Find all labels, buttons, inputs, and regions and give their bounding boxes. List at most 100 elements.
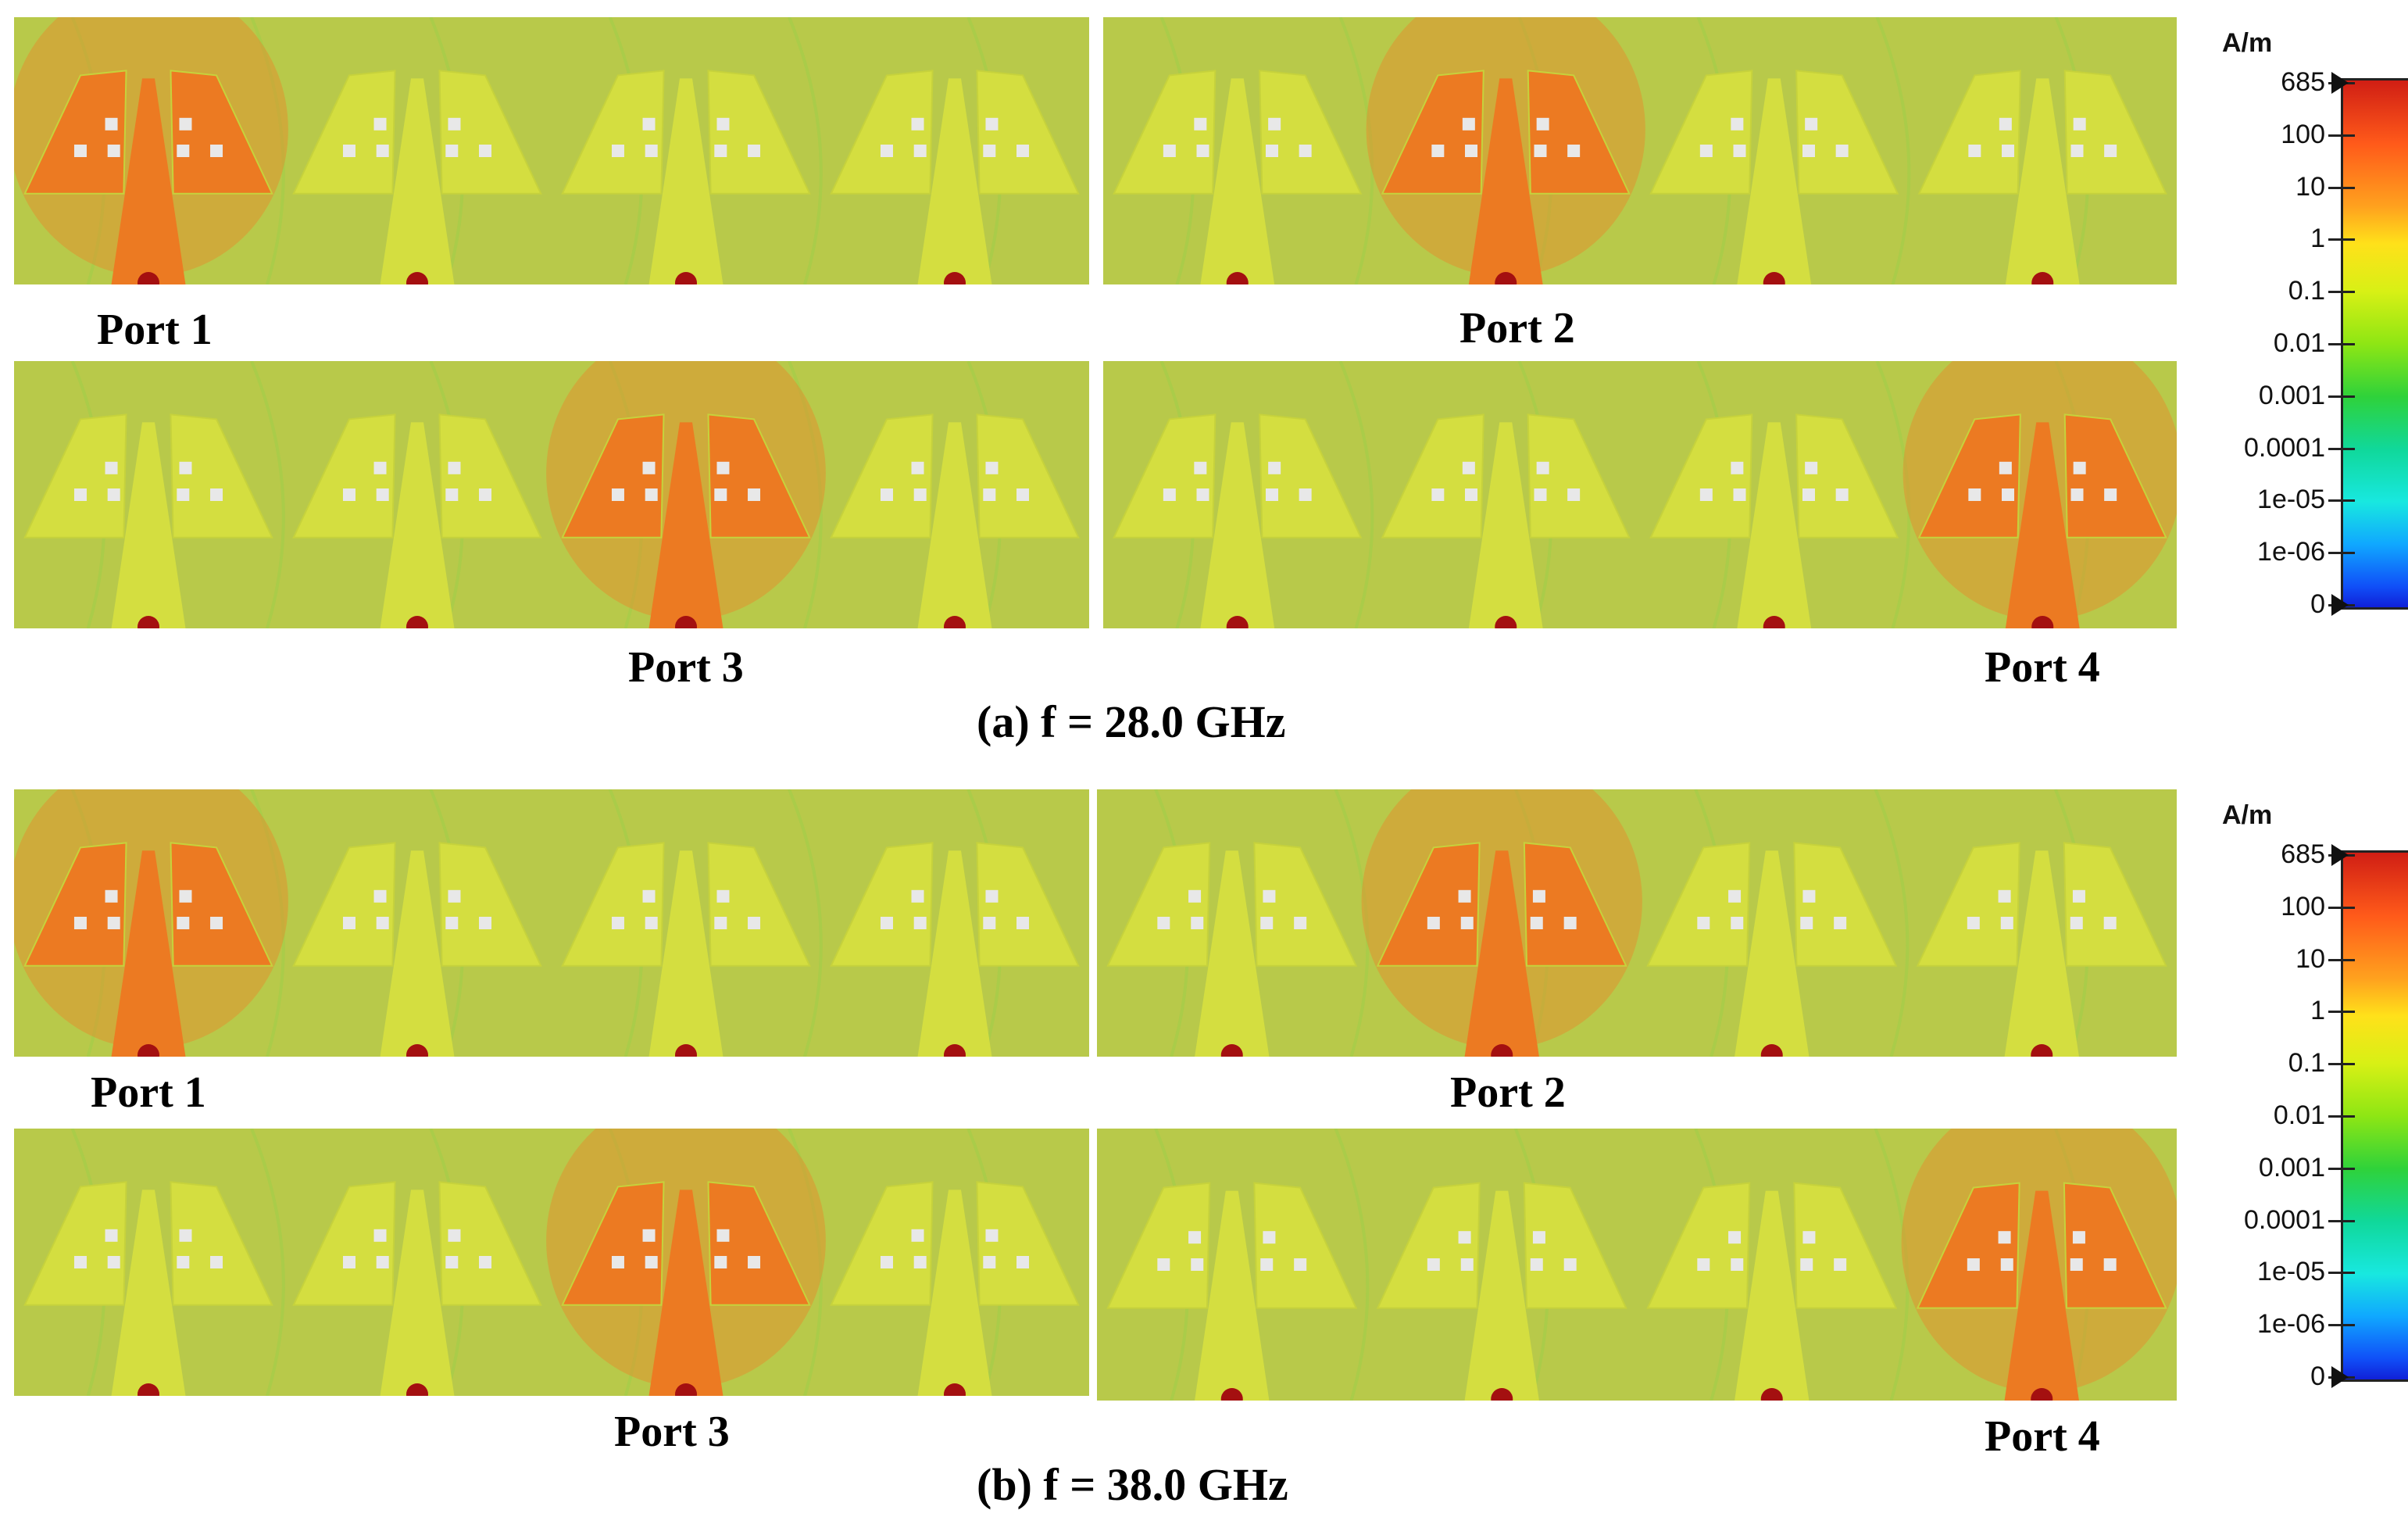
- antenna-slot: [1835, 488, 1849, 501]
- antenna-feed-line: [1735, 850, 1810, 1057]
- antenna-slot: [1563, 1258, 1577, 1271]
- port-label-b-3: Port 3: [614, 1408, 730, 1456]
- antenna-slot: [748, 488, 761, 501]
- feed-port-marker: [1760, 1388, 1783, 1401]
- field-streak: [250, 361, 285, 628]
- antenna-slot: [1530, 1258, 1543, 1271]
- colorbar-tick-label: 1e-06: [2257, 537, 2325, 567]
- antenna-wing-right: [707, 842, 811, 967]
- feed-port-marker: [1226, 272, 1249, 284]
- antenna-wing-left: [1381, 413, 1484, 538]
- antenna-slot: [445, 145, 459, 157]
- antenna-slot: [913, 917, 927, 929]
- field-panel-b-port4: [1097, 1129, 2177, 1401]
- caption-b: (b) f = 38.0 GHz: [977, 1459, 1288, 1510]
- antenna-feed-line: [2005, 78, 2080, 284]
- antenna-slot: [1188, 889, 1202, 903]
- feed-port-marker: [1760, 1044, 1783, 1057]
- antenna-wing-right: [1259, 413, 1363, 538]
- antenna-slot: [913, 145, 927, 157]
- antenna-slot: [445, 917, 459, 929]
- antenna-slot: [645, 488, 658, 501]
- antenna-element: [1376, 1182, 1627, 1401]
- antenna-feed-line: [111, 1190, 186, 1396]
- antenna-slot: [1427, 1258, 1440, 1271]
- antenna-feed-line: [111, 850, 186, 1057]
- feed-port-marker: [138, 272, 159, 284]
- feed-port-marker: [675, 616, 697, 628]
- antenna-slot: [448, 461, 461, 474]
- field-streak: [1334, 1129, 1370, 1401]
- antenna-slot: [73, 1256, 87, 1268]
- antenna-slot: [983, 1256, 996, 1268]
- feed-port-marker: [675, 1383, 697, 1396]
- antenna-slot: [1998, 889, 2011, 903]
- antenna-slot: [1194, 461, 1207, 474]
- antenna-slot: [105, 1229, 118, 1242]
- antenna-feed-line: [1200, 78, 1275, 284]
- antenna-slot: [645, 917, 658, 929]
- antenna-feed-line: [380, 850, 455, 1057]
- antenna-element: [830, 413, 1080, 628]
- field-panel-a-port4: [1103, 361, 2177, 628]
- feed-port-marker: [944, 616, 966, 628]
- feed-port-marker: [1495, 616, 1517, 628]
- antenna-slot: [1536, 117, 1549, 131]
- antenna-wing-left: [561, 70, 665, 195]
- antenna-slot: [1697, 917, 1710, 929]
- feed-port-marker: [2031, 1388, 2053, 1401]
- colorbar-tick-label: 10: [2295, 171, 2325, 202]
- antenna-slot: [1733, 488, 1746, 501]
- antenna-slot: [1563, 917, 1577, 929]
- antenna-wing-left: [23, 413, 127, 538]
- antenna-element: [1917, 70, 2167, 284]
- colorbar-unit: A/m: [2222, 800, 2273, 830]
- antenna-slot: [611, 917, 624, 929]
- antenna-slot: [2072, 1231, 2085, 1244]
- antenna-slot: [1699, 145, 1713, 157]
- antenna-slot: [911, 889, 924, 903]
- colorbar-b: A/m 685 100 10 1 0.1 0.01 0.001 0.0001 1e-05 1e-0…: [2188, 796, 2408, 1405]
- colorbar-tick-label: 685: [2281, 839, 2325, 869]
- antenna-wing-left: [1106, 842, 1211, 967]
- feed-port-marker: [406, 1044, 428, 1057]
- antenna-wing-right: [1253, 842, 1358, 967]
- antenna-slot: [985, 117, 999, 131]
- antenna-element: [292, 1181, 542, 1396]
- antenna-slot: [2002, 488, 2015, 501]
- antenna-slot: [1802, 889, 1816, 903]
- antenna-slot: [1800, 917, 1813, 929]
- antenna-slot: [177, 488, 190, 501]
- antenna-slot: [1431, 145, 1445, 157]
- feed-port-marker: [675, 272, 697, 284]
- colorbar-tick-label: 10: [2295, 943, 2325, 974]
- field-streak: [1875, 17, 1911, 284]
- colorbar-tick-mark: [2328, 1167, 2355, 1170]
- antenna-wing-right: [976, 413, 1080, 538]
- field-streak: [788, 789, 823, 1057]
- antenna-wing-right: [438, 413, 542, 538]
- antenna-slot: [177, 1256, 190, 1268]
- antenna-slot: [2073, 461, 2086, 474]
- antenna-slot: [1194, 117, 1207, 131]
- feed-port-marker: [1491, 1388, 1513, 1401]
- antenna-slot: [448, 117, 461, 131]
- antenna-wing-right: [1259, 70, 1363, 195]
- antenna-slot: [714, 1256, 727, 1268]
- antenna-feed-line: [2005, 422, 2080, 628]
- colorbar-tick-label: 1e-06: [2257, 1309, 2325, 1340]
- antenna-slot: [1968, 145, 1981, 157]
- antenna-slot: [479, 145, 492, 157]
- antenna-wing-left: [1917, 413, 2021, 538]
- antenna-wing-right: [2063, 70, 2167, 195]
- antenna-slot: [1800, 1258, 1813, 1271]
- colorbar-tick-mark: [2328, 1219, 2355, 1222]
- antenna-wing-left: [1376, 1182, 1481, 1309]
- antenna-slot: [1465, 488, 1478, 501]
- colorbar-tick-label: 0.0001: [2244, 432, 2325, 463]
- colorbar-tick-mark: [2328, 958, 2355, 961]
- field-panel-a-port1: [14, 17, 1089, 284]
- antenna-wing-right: [1527, 413, 1631, 538]
- antenna-wing-right: [707, 1181, 811, 1306]
- antenna-slot: [985, 1229, 999, 1242]
